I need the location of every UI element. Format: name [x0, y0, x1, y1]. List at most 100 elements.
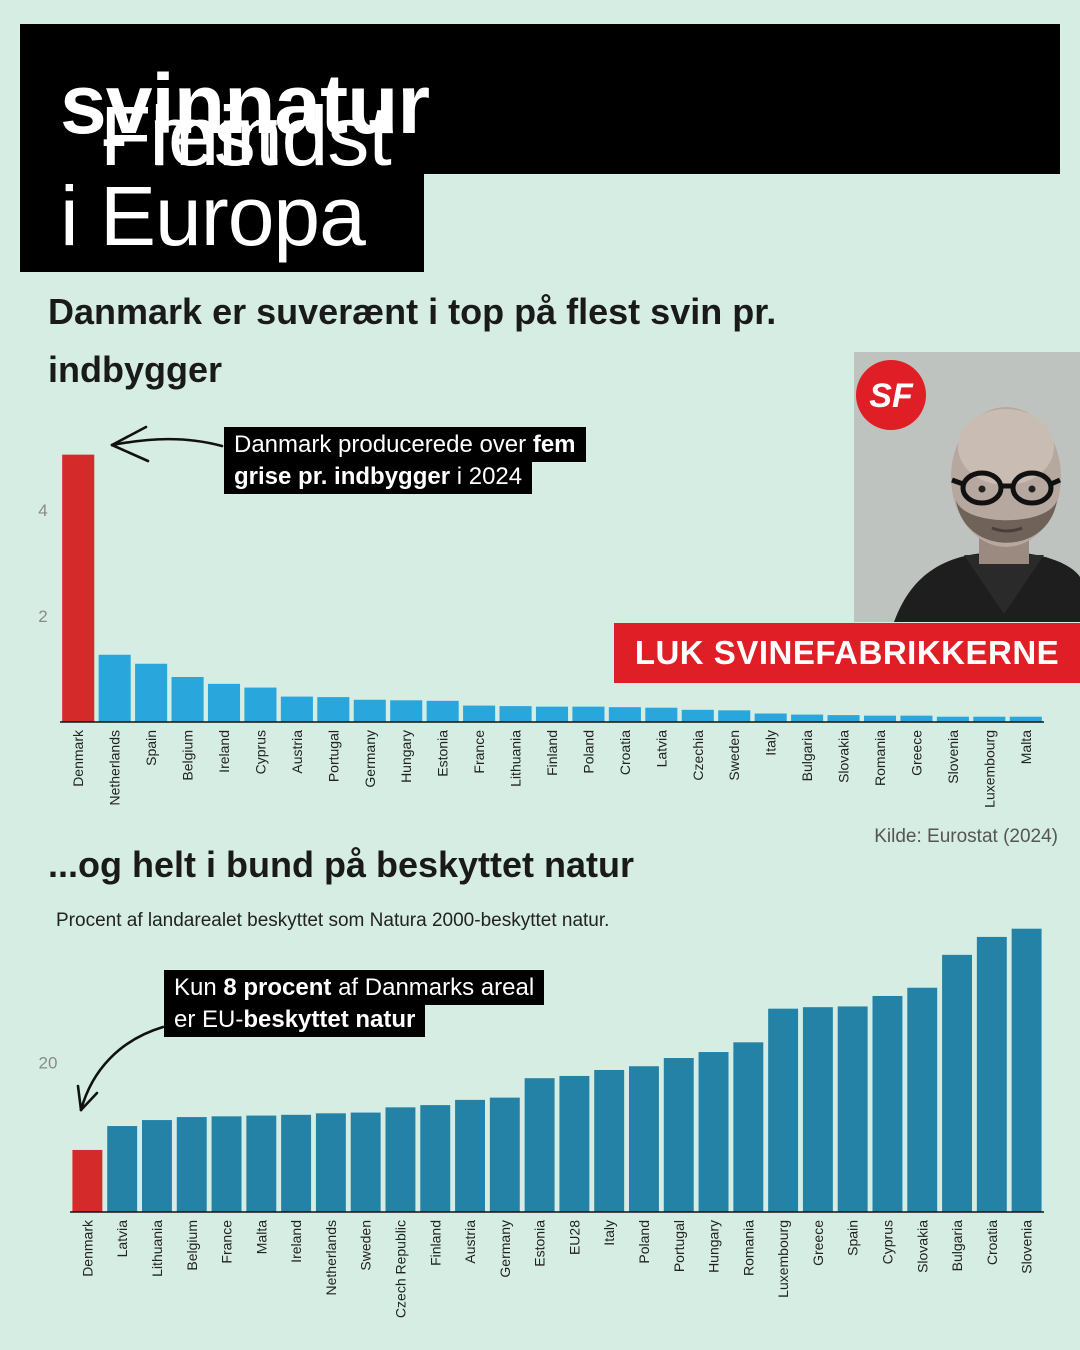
annot1-bold-fem: fem — [532, 431, 576, 458]
bar-slovenia — [936, 716, 969, 722]
bar-lithuania — [142, 1120, 172, 1212]
x-tick-label: Italy — [601, 1220, 617, 1246]
x-tick-label: Netherlands — [323, 1220, 339, 1296]
x-tick-label: Czech Republic — [392, 1220, 408, 1318]
x-tick-label: Austria — [289, 730, 305, 774]
x-tick-label: Germany — [362, 730, 378, 788]
x-tick-label: Finland — [427, 1220, 443, 1266]
x-tick-label: Croatia — [984, 1220, 1000, 1265]
bar-slovakia — [907, 987, 938, 1212]
bar-france — [211, 1116, 242, 1212]
x-tick-label: Latvia — [114, 1220, 130, 1258]
x-tick-label: France — [219, 1220, 235, 1264]
x-tick-label: Luxembourg — [981, 730, 997, 808]
x-tick-label: Slovakia — [914, 1220, 930, 1273]
title-text-2: - mindst — [100, 89, 392, 183]
bar-malta — [246, 1115, 277, 1212]
x-tick-label: Finland — [544, 730, 560, 776]
bar-bulgaria — [942, 954, 972, 1212]
bar-bulgaria — [791, 714, 824, 722]
annotation1-line2: grise pr. indbygger i 2024 — [224, 459, 533, 494]
sf-logo-text: SF — [869, 377, 914, 415]
y-tick-label: 20 — [39, 1054, 58, 1073]
x-tick-label: Lithuania — [149, 1220, 165, 1277]
bar-france — [463, 705, 496, 722]
x-tick-label: Estonia — [435, 730, 451, 777]
bar-romania — [733, 1042, 764, 1212]
bar-latvia — [107, 1126, 138, 1212]
bar-czech-republic — [385, 1107, 416, 1212]
bar-ireland — [207, 683, 241, 722]
x-tick-label: Cyprus — [252, 730, 268, 774]
annot2-bold-natur: beskyttet natur — [243, 1006, 416, 1033]
bar-lithuania — [499, 706, 532, 722]
page-title-line2: i Europa — [60, 169, 366, 263]
x-tick-label: Netherlands — [107, 730, 123, 806]
bar-finland — [535, 706, 569, 722]
x-tick-label: Ireland — [216, 730, 232, 773]
bar-estonia — [524, 1078, 555, 1212]
bar-slovenia — [1011, 928, 1042, 1212]
x-tick-label: Austria — [462, 1220, 478, 1264]
title-bold-svin: svin — [60, 57, 225, 151]
x-tick-label: Slovenia — [1019, 1220, 1035, 1274]
title-text-1: Flest — [100, 89, 278, 183]
bar-croatia — [976, 936, 1007, 1212]
x-tick-label: France — [471, 730, 487, 774]
bar-austria — [455, 1099, 485, 1212]
bar-hungary — [698, 1052, 729, 1212]
x-tick-label: Italy — [763, 730, 779, 756]
title-bold-natur: natur — [224, 57, 430, 151]
x-tick-label: Belgium — [184, 1220, 200, 1271]
bar-spain — [135, 663, 168, 722]
x-tick-label: Slovenia — [945, 730, 961, 784]
bar-luxembourg — [973, 716, 1006, 722]
page-title-line1: Flest svin - mindst natur — [60, 56, 430, 183]
sf-logo-icon: SF — [856, 360, 926, 430]
x-tick-label: Portugal — [671, 1220, 687, 1272]
bar-latvia — [645, 707, 678, 722]
bar-slovakia — [827, 715, 860, 722]
x-tick-label: Cyprus — [879, 1220, 895, 1264]
x-tick-label: Malta — [1018, 730, 1034, 764]
x-tick-label: Malta — [253, 1220, 269, 1254]
annot2-bold-procent: 8 procent — [223, 974, 332, 1001]
bar-italy — [594, 1069, 625, 1212]
bar-luxembourg — [768, 1008, 799, 1212]
bar-estonia — [426, 700, 459, 722]
annot2-text: Kun — [174, 974, 224, 1001]
bar-finland — [420, 1105, 451, 1212]
bar-netherlands — [98, 654, 131, 722]
bar-denmark — [62, 454, 95, 722]
title-box-line2: i Europa — [20, 169, 424, 272]
x-tick-label: Greece — [908, 730, 924, 776]
annot1-bold-grise: grise pr. indbygger — [234, 463, 451, 490]
annotation1-line1: Danmark producerede over fem — [224, 427, 586, 462]
x-tick-label: Spain — [845, 1220, 861, 1256]
x-tick-label: Estonia — [532, 1220, 548, 1267]
x-tick-label: Romania — [872, 730, 888, 786]
bar-czechia — [681, 709, 714, 722]
x-tick-label: Hungary — [706, 1220, 722, 1273]
annot1-text-2: i 2024 — [450, 463, 523, 490]
x-tick-label: Bulgaria — [949, 1220, 965, 1272]
x-tick-label: Germany — [497, 1220, 513, 1278]
title-box-line1: Flest svin - mindst natur — [20, 24, 1060, 183]
annotation2-line2: er EU-beskyttet natur — [164, 1002, 426, 1037]
x-tick-label: Luxembourg — [775, 1220, 791, 1298]
annot2-text-3: er EU- — [174, 1006, 244, 1033]
bar-sweden — [718, 710, 751, 722]
bar-spain — [837, 1006, 868, 1212]
arrow-to-denmark-bottom — [76, 1025, 165, 1112]
y-tick-label: 4 — [38, 501, 47, 520]
bar-ireland — [281, 1114, 312, 1212]
x-tick-label: EU28 — [566, 1220, 582, 1255]
y-tick-label: 2 — [38, 607, 47, 626]
bar-cyprus — [244, 687, 277, 722]
bar-austria — [280, 696, 313, 722]
x-tick-label: Poland — [580, 730, 596, 774]
bar-croatia — [608, 707, 641, 722]
bar-netherlands — [315, 1113, 346, 1212]
